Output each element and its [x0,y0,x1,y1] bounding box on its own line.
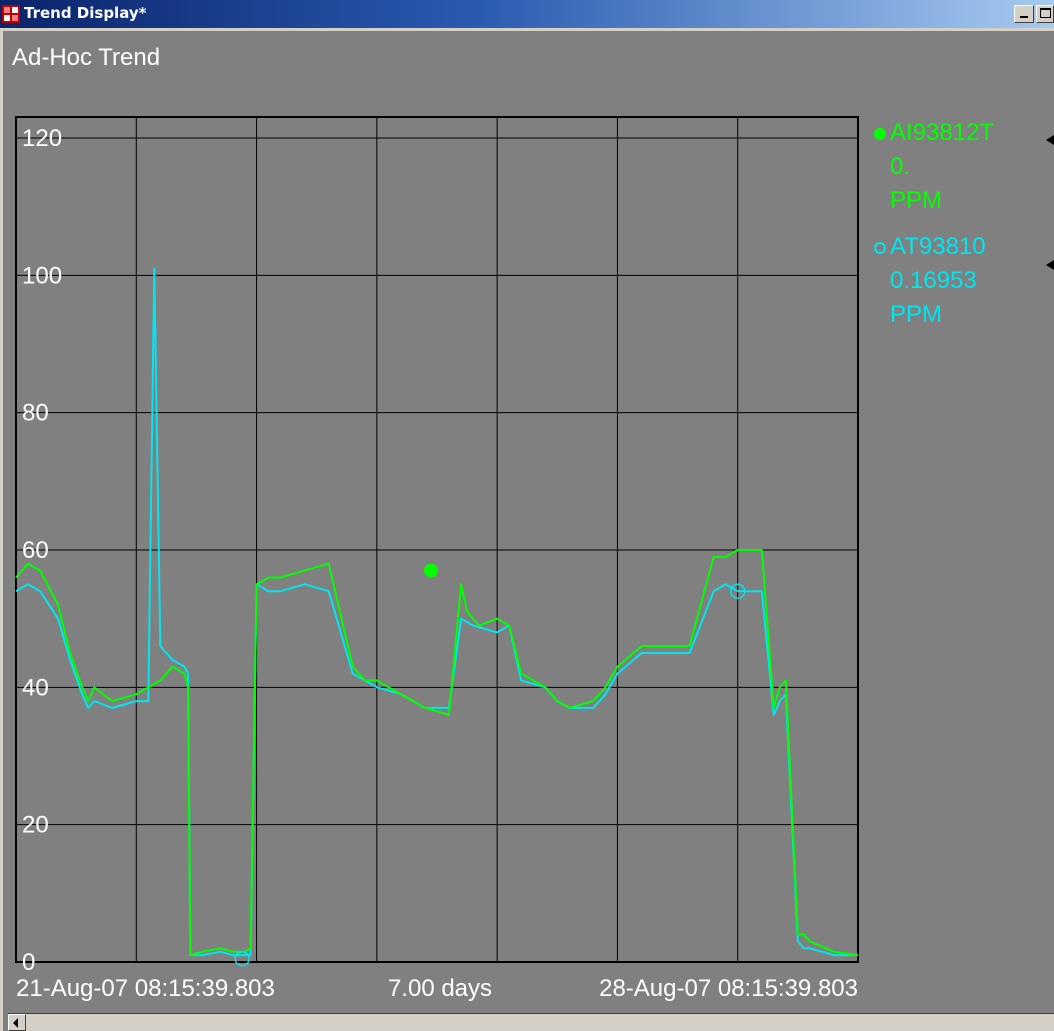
y-tick-label: 80 [22,400,49,427]
plot-area [15,116,859,963]
marker-at93810 [729,583,746,599]
trend-title: Ad-Hoc Trend [12,44,161,71]
minimize-button[interactable] [1014,5,1034,23]
legend-tag: AT93810 [890,233,986,260]
legend-value: 0. [890,153,911,180]
filled-circle-icon [874,128,886,140]
x-start-label: 21-Aug-07 08:15:39.803 [16,975,275,1002]
scroll-left-button[interactable] [8,1014,26,1031]
hollow-circle-icon [874,242,886,254]
trend-app-icon [2,5,20,23]
y-tick-label: 20 [22,812,49,839]
marker-ai93812t [423,563,438,578]
marker-at93810 [234,950,250,967]
y-tick-labels: 0 20 40 60 80 100 120 [22,125,62,976]
x-axis-labels: 21-Aug-07 08:15:39.803 7.00 days 28-Aug-… [16,975,858,1002]
x-end-label: 28-Aug-07 08:15:39.803 [599,975,858,1002]
legend-tag: AI93812T [890,119,995,146]
x-span-label: 7.00 days [388,975,492,1002]
y-tick-label: 100 [22,262,62,289]
pointer-arrow-icon [1046,135,1054,145]
y-tick-label: 40 [22,674,49,701]
window-titlebar[interactable]: Trend Display* [0,0,1054,28]
legend-value: 0.16953 [890,267,977,294]
series-line-ai93812t [15,549,859,957]
minimize-icon [1020,16,1028,18]
pointer-arrow-icon [1046,260,1054,270]
maximize-icon [1040,8,1051,18]
horizontal-scrollbar[interactable] [8,1013,1054,1031]
window-title: Trend Display* [24,4,147,22]
series-layer [15,267,859,957]
marker-layer [234,563,746,967]
legend-units: PPM [890,187,943,214]
y-tick-label: 120 [22,125,62,152]
legend-units: PPM [890,301,943,328]
y-tick-label: 0 [22,949,35,976]
series-line-at93810 [15,267,858,957]
y-tick-label: 60 [22,537,49,564]
